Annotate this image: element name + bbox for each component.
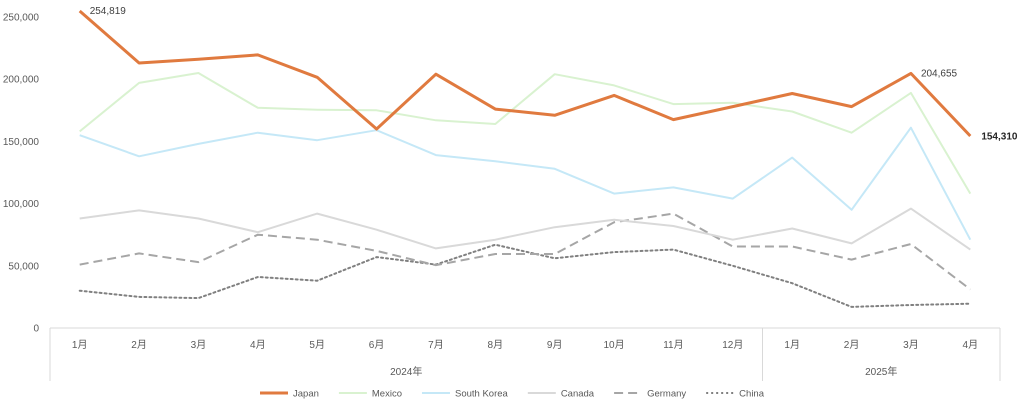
series-line-south-korea [79, 126, 972, 241]
y-tick-label: 0 [33, 324, 39, 335]
series-line-canada [79, 207, 971, 251]
series-line-germany [79, 212, 971, 291]
group-label: 2025年 [865, 365, 897, 378]
legend-item: Germany [614, 389, 686, 400]
x-tick-label: 10月 [604, 339, 625, 351]
y-tick-label: 250,000 [3, 13, 40, 24]
y-tick-label: 150,000 [3, 137, 40, 148]
legend-label: China [739, 389, 765, 400]
legend-item: South Korea [421, 389, 509, 400]
x-tick-label: 5月 [309, 339, 325, 351]
legend-item: Mexico [338, 389, 402, 400]
x-tick-label: 11月 [663, 339, 683, 351]
y-tick-label: 200,000 [3, 75, 40, 86]
x-tick-label: 6月 [369, 339, 385, 351]
y-tick-label: 100,000 [3, 199, 40, 210]
legend-label: Japan [293, 389, 319, 400]
axis-layer: 0 50,000 100,000 150,000 200,000 250,000 1月 2月 3… [3, 13, 1001, 381]
x-tick-label: 2月 [844, 339, 860, 351]
legend-label: Canada [561, 389, 595, 400]
legend-label: Mexico [372, 389, 402, 400]
data-label: 204,655 [921, 68, 958, 79]
legend-item: Canada [527, 389, 595, 400]
x-tick-label: 7月 [428, 339, 444, 351]
x-tick-label: 1月 [784, 339, 800, 351]
series-layer [78, 9, 972, 308]
x-tick-label: 3月 [191, 339, 207, 351]
x-tick-label: 3月 [903, 339, 919, 351]
legend-label: South Korea [455, 389, 509, 400]
series-line-japan [78, 9, 972, 138]
x-tick-label: 8月 [488, 339, 504, 351]
y-tick-label: 50,000 [8, 261, 39, 272]
data-label: 154,310 [981, 132, 1018, 143]
legend-item: Japan [260, 389, 319, 400]
x-tick-label: 9月 [547, 339, 563, 351]
series-line-mexico [79, 72, 972, 195]
legend-label: Germany [647, 389, 686, 400]
legend: Japan Mexico South Korea Canada Germany China [260, 389, 765, 400]
x-tick-label: 1月 [72, 339, 88, 351]
data-label-layer: 254,819 204,655 154,310 [90, 6, 1018, 143]
group-label: 2024年 [390, 365, 422, 378]
x-tick-label: 4月 [250, 339, 266, 351]
x-tick-label: 2月 [131, 339, 147, 351]
x-tick-label: 4月 [963, 339, 979, 351]
legend-item: China [706, 389, 765, 400]
series-line-china [78, 243, 972, 308]
data-label: 254,819 [90, 6, 127, 17]
x-tick-label: 12月 [722, 339, 743, 351]
